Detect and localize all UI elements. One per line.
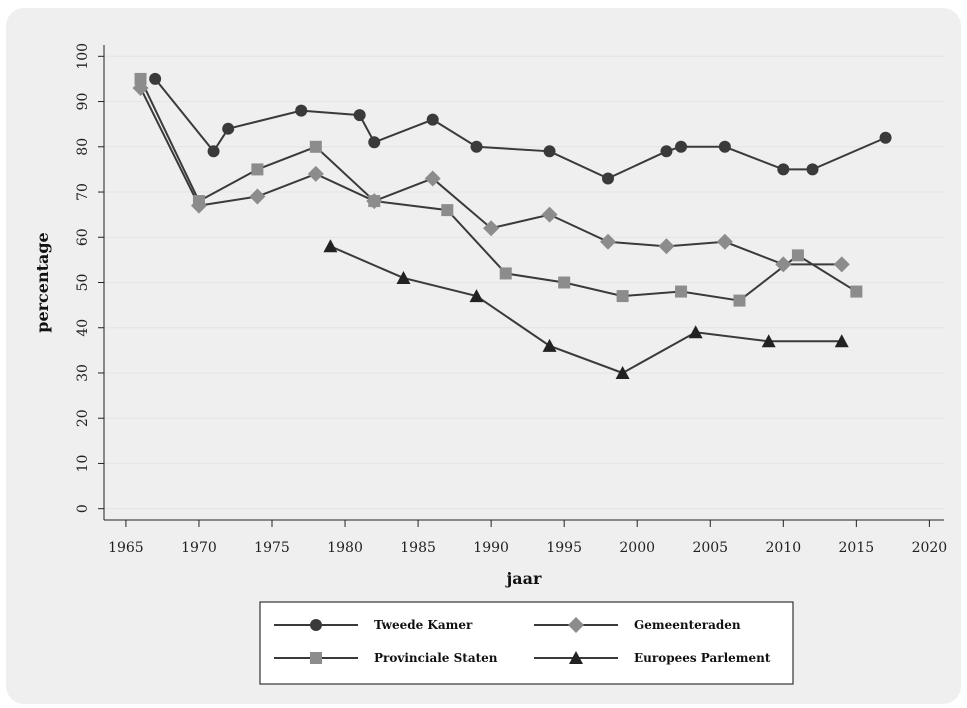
y-tick-label: 30 (75, 364, 91, 382)
square-point (441, 204, 454, 217)
legend: Tweede Kamer Gemeenteraden Provinciale Sta… (259, 601, 794, 685)
triangle-point (469, 289, 484, 303)
x-tick-label: 1965 (108, 540, 144, 556)
diamond-point (483, 220, 500, 237)
triangle-point (615, 365, 630, 379)
series-line (139, 78, 857, 302)
legend-label: Europees Parlement (634, 651, 771, 665)
square-point (499, 267, 512, 280)
circle-point (353, 109, 366, 122)
square-point (368, 195, 381, 208)
circle-point (602, 172, 614, 185)
square-point (733, 294, 746, 307)
legend-diamond-icon (568, 617, 584, 633)
x-tick-label: 1980 (327, 540, 363, 556)
x-tick-label: 1995 (546, 540, 582, 556)
square-point (134, 72, 147, 85)
diamond-point (716, 233, 733, 250)
x-tick-label: 1970 (181, 540, 217, 556)
y-tick-label: 40 (75, 319, 91, 337)
y-tick-label: 70 (75, 183, 91, 201)
x-tick-label: 2010 (765, 540, 801, 556)
circle-point (806, 163, 819, 176)
y-tick-label: 0 (75, 504, 91, 513)
y-tick-label: 20 (75, 409, 91, 427)
x-tick-label: 2020 (912, 540, 948, 556)
y-tick-label: 50 (75, 274, 91, 292)
x-tick-label: 2000 (619, 540, 655, 556)
x-tick-label: 1990 (473, 540, 509, 556)
circle-point (207, 145, 220, 158)
gridlines (104, 55, 944, 510)
x-tick-label: 2015 (839, 540, 875, 556)
diamond-point (775, 256, 792, 273)
circle-point (368, 136, 381, 149)
square-point (675, 285, 688, 298)
legend-label: Tweede Kamer (374, 618, 473, 632)
square-point (251, 163, 264, 176)
diamond-point (833, 256, 850, 273)
y-tick-label: 90 (75, 93, 91, 111)
diamond-point (307, 165, 324, 182)
x-tick-label: 1975 (254, 540, 290, 556)
series-lines (139, 78, 886, 375)
x-tick-label: 1985 (400, 540, 436, 556)
square-point (558, 276, 571, 289)
circle-point (222, 122, 235, 135)
triangle-point (834, 334, 849, 348)
square-point (791, 249, 804, 262)
circle-point (675, 140, 688, 153)
square-point (616, 290, 629, 303)
triangle-point (396, 270, 411, 284)
triangle-point (323, 239, 338, 253)
legend-circle-icon (310, 619, 322, 631)
legend-square-icon (310, 652, 322, 664)
diamond-point (249, 188, 266, 205)
circle-point (879, 131, 892, 144)
axes: 0 10 20 30 40 50 60 70 80 90 100 1965 1970 1975 1980 19… (75, 43, 947, 556)
legend-box (259, 601, 794, 685)
circle-point (149, 72, 162, 85)
circle-point (295, 104, 308, 117)
diamond-point (658, 238, 675, 255)
square-point (192, 195, 205, 208)
legend-label: Provinciale Staten (374, 651, 498, 665)
legend-label: Gemeenteraden (634, 618, 741, 632)
chart-background (6, 8, 961, 704)
y-tick-label: 100 (75, 43, 91, 70)
y-tick-label: 10 (75, 455, 91, 473)
triangle-point (688, 325, 703, 339)
series-line (154, 78, 886, 180)
x-axis-title: jaar (505, 569, 543, 588)
circle-point (470, 140, 483, 153)
y-axis-title: percentage (33, 232, 52, 332)
y-tick-label: 80 (75, 138, 91, 156)
square-point (309, 140, 322, 153)
diamond-point (424, 170, 441, 187)
series-line (330, 245, 842, 375)
diamond-point (600, 233, 616, 250)
legend-triangle-icon (569, 651, 583, 664)
triangle-point (761, 334, 776, 348)
triangle-point (542, 338, 557, 352)
circle-point (426, 113, 439, 126)
circle-point (660, 145, 673, 158)
square-point (850, 285, 863, 298)
diamond-point (541, 206, 558, 223)
x-tick-label: 2005 (692, 540, 728, 556)
circle-point (777, 163, 790, 176)
circle-point (543, 145, 556, 158)
series-markers (132, 72, 892, 379)
y-tick-label: 60 (75, 228, 91, 246)
circle-point (718, 140, 731, 153)
